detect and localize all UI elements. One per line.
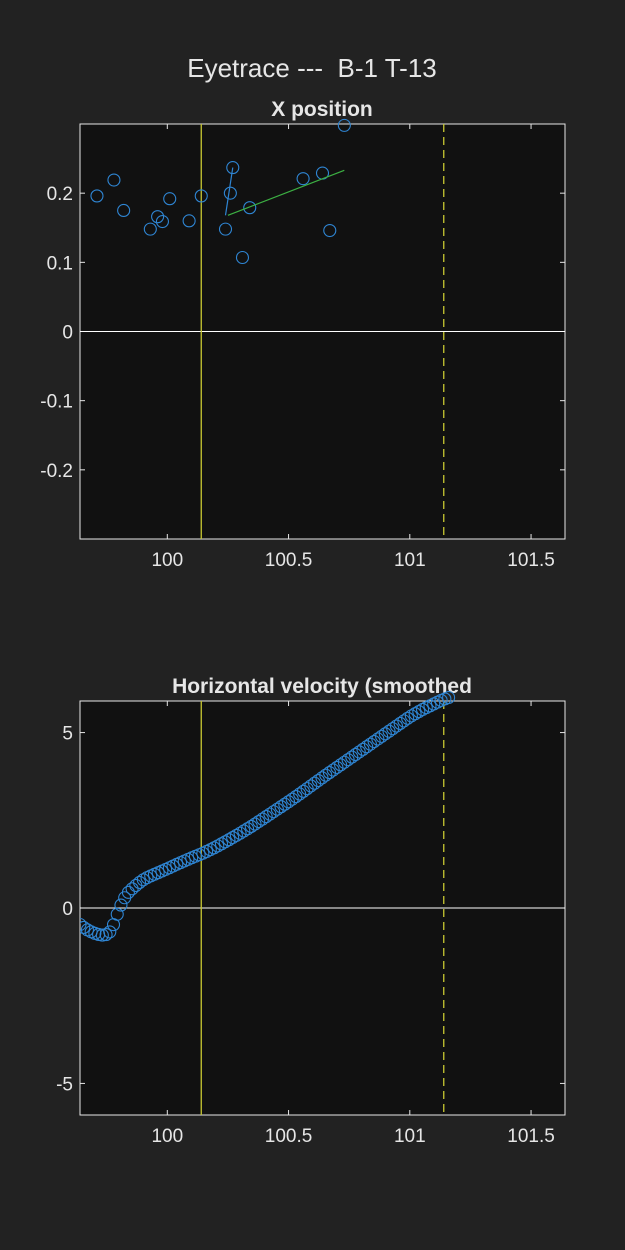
xpos-xtick-label: 100.5 <box>265 550 313 571</box>
vel-data-point <box>226 831 240 845</box>
vel-data-point <box>360 740 374 754</box>
vel-data-point <box>334 758 348 772</box>
xpos-data-point <box>226 161 240 175</box>
vel-data-point <box>367 735 381 749</box>
vel-data-point <box>218 835 232 849</box>
vel-data-point <box>240 822 255 836</box>
vel-data-point <box>103 925 117 939</box>
vel-data-point <box>371 732 385 746</box>
vel-data-point <box>80 920 91 935</box>
xpos-data-point <box>151 210 165 224</box>
vel-data-point <box>397 714 411 728</box>
vel-data-point <box>341 753 355 767</box>
vel-data-point <box>274 800 288 814</box>
xpos-connector-line <box>224 167 234 216</box>
vel-data-point <box>322 766 337 780</box>
vel-data-point <box>363 737 377 751</box>
xpos-data-point <box>296 172 310 186</box>
vel-data-point <box>259 810 273 824</box>
vel-data-point <box>375 729 389 743</box>
xpos-data-point <box>163 192 177 206</box>
xpos-xtick-label: 101.5 <box>507 550 555 571</box>
vel-data-point <box>386 722 400 736</box>
xpos-ytick-label: 0.1 <box>47 253 73 274</box>
vel-data-point <box>229 828 243 842</box>
vel-data-point <box>315 771 329 785</box>
vel-data-point <box>408 707 422 721</box>
vel-data-point <box>393 716 407 731</box>
vel-data-point <box>211 839 225 853</box>
vel-data-point <box>404 709 418 723</box>
xpos-xtick-label: 100 <box>151 550 183 571</box>
vel-data-point <box>244 819 258 834</box>
vel-data-point <box>95 928 109 942</box>
vel-data-point <box>285 792 299 806</box>
vel-data-point <box>382 724 396 738</box>
vel-data-point <box>281 795 296 809</box>
vel-data-point <box>356 742 370 756</box>
figure-title: Eyetrace --- B-1 T-13 <box>187 53 437 83</box>
vel-xtick-label: 101.5 <box>507 1126 555 1147</box>
xpos-data-point <box>323 223 337 238</box>
xpos-data-point <box>107 173 121 187</box>
vel-data-point <box>222 833 236 847</box>
vel-data-point <box>255 812 269 826</box>
vel-xtick-label: 100.5 <box>265 1126 313 1147</box>
xpos-fit-line <box>227 169 345 216</box>
vel-ytick-label: 5 <box>62 724 73 745</box>
xpos-ytick-label: 0 <box>62 323 73 344</box>
vel-data-point <box>389 719 404 733</box>
vel-data-point <box>133 875 147 889</box>
xpos-ytick-label: 0.2 <box>47 184 73 205</box>
vel-data-point <box>337 755 351 769</box>
xpos-data-point <box>337 118 351 132</box>
vel-data-point <box>319 768 333 782</box>
vel-data-point <box>248 817 262 831</box>
vel-data-point <box>110 907 124 921</box>
vel-data-point <box>214 837 229 851</box>
vel-data-point <box>114 898 128 912</box>
vel-data-point <box>136 873 150 887</box>
xpos-data-point <box>243 201 257 215</box>
vel-ytick-label: -5 <box>56 1074 73 1095</box>
x-position-axes: X position 100 100.5 101 101.5 -0.2 -0.1 0 0.1 0… <box>40 98 566 571</box>
horizontal-velocity-axes: Horizontal velocity (smoothed 100 100.5 10… <box>56 675 566 1147</box>
xpos-data-point <box>235 250 250 265</box>
vel-data-point <box>121 885 135 899</box>
xpos-data-point <box>194 189 208 203</box>
x-position-title: X position <box>271 98 373 121</box>
vel-xtick-label: 101 <box>394 1126 426 1147</box>
vel-data-point <box>442 690 456 705</box>
vel-xtick-label: 100 <box>151 1126 183 1147</box>
vel-data-point <box>412 705 426 719</box>
vel-data-point <box>278 797 292 811</box>
vel-data-point <box>267 805 281 819</box>
xpos-data-point <box>117 203 131 218</box>
vel-data-point <box>345 750 359 764</box>
vel-data-point <box>330 760 344 774</box>
vel-data-point <box>401 711 415 725</box>
xpos-data-point <box>143 222 157 236</box>
xpos-xtick-label: 101 <box>394 550 426 571</box>
vel-data-point <box>270 802 284 816</box>
vel-data-point <box>326 763 340 777</box>
vel-data-point <box>237 824 251 838</box>
vel-data-point <box>99 928 113 942</box>
vel-data-point <box>289 790 303 804</box>
vel-data-point <box>263 807 277 821</box>
xpos-data-point <box>90 189 104 203</box>
vel-data-point <box>233 826 247 840</box>
vel-data-point <box>348 747 363 762</box>
vel-data-point <box>252 814 266 829</box>
xpos-ytick-label: -0.1 <box>40 392 73 413</box>
xpos-data-point <box>182 214 196 228</box>
vel-data-point <box>378 727 392 741</box>
velocity-title: Horizontal velocity (smoothed <box>172 675 472 698</box>
xpos-ytick-label: -0.2 <box>40 461 73 482</box>
xpos-data-point <box>218 222 233 236</box>
vel-data-point <box>352 745 366 759</box>
vel-ytick-label: 0 <box>62 899 73 920</box>
xpos-data-point <box>155 214 169 229</box>
